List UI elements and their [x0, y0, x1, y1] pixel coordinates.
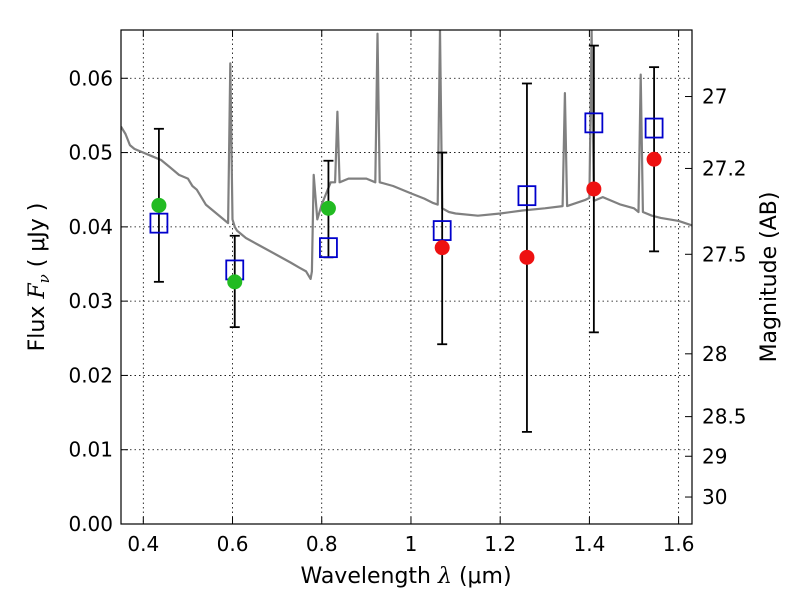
x-tick-label: 1	[405, 532, 418, 556]
observed-flux-point	[227, 274, 243, 290]
y-tick-labels: 0.00 0.01 0.02 0.03 0.04 0.05 0.06	[68, 66, 113, 536]
x-tick-label: 0.4	[127, 532, 159, 556]
model-spectrum-line	[121, 30, 692, 280]
y-tick-label: 0.06	[68, 66, 113, 90]
y-tick-label: 0.01	[68, 438, 113, 462]
x-tick-label: 1.2	[484, 532, 516, 556]
y2-tick-label: 28	[702, 342, 727, 366]
y2-tick-label: 27.5	[702, 242, 747, 266]
x-tick-label: 0.6	[217, 532, 249, 556]
y2-tick-label: 30	[702, 485, 727, 509]
observed-flux-point	[151, 197, 167, 213]
observed-flux-point	[519, 249, 535, 265]
y-tick-label: 0.03	[68, 289, 113, 313]
observed-flux-point	[586, 181, 602, 197]
x-tick-labels: 0.4 0.6 0.8 1 1.2 1.4 1.6	[127, 532, 694, 556]
x-tick-label: 1.6	[663, 532, 695, 556]
y2-tick-label: 29	[702, 444, 727, 468]
model-flux-square	[432, 220, 452, 241]
tick-marks	[121, 30, 692, 525]
model-flux-square	[149, 212, 169, 234]
y-tick-label: 0.00	[68, 512, 113, 536]
y-tick-label: 0.04	[68, 215, 113, 239]
y-tick-label: 0.05	[68, 141, 113, 165]
observed-flux-point	[646, 151, 662, 167]
y2-axis-label: Magnitude (AB)	[757, 192, 782, 363]
y2-tick-label: 27	[702, 85, 727, 109]
y2-tick-label: 28.5	[702, 405, 747, 429]
model-flux-square	[319, 237, 338, 259]
model-flux-square	[517, 185, 537, 207]
x-tick-label: 1.4	[573, 532, 605, 556]
model-flux-square	[644, 117, 664, 139]
plot-frame	[120, 29, 693, 525]
y2-tick-label: 27.2	[702, 156, 747, 180]
y2-tick-labels: 27 27.2 27.5 28 28.5 29 30	[702, 85, 747, 509]
observed-flux-point	[320, 200, 336, 216]
x-tick-label: 0.8	[306, 532, 338, 556]
y-axis-label: Flux Fν ( μJy )	[25, 203, 53, 352]
plot-area	[121, 30, 692, 433]
y-tick-label: 0.02	[68, 363, 113, 387]
observed-flux-point	[434, 240, 450, 256]
model-flux-square	[584, 112, 604, 134]
x-axis-label: Wavelength λ (μm)	[300, 564, 511, 589]
